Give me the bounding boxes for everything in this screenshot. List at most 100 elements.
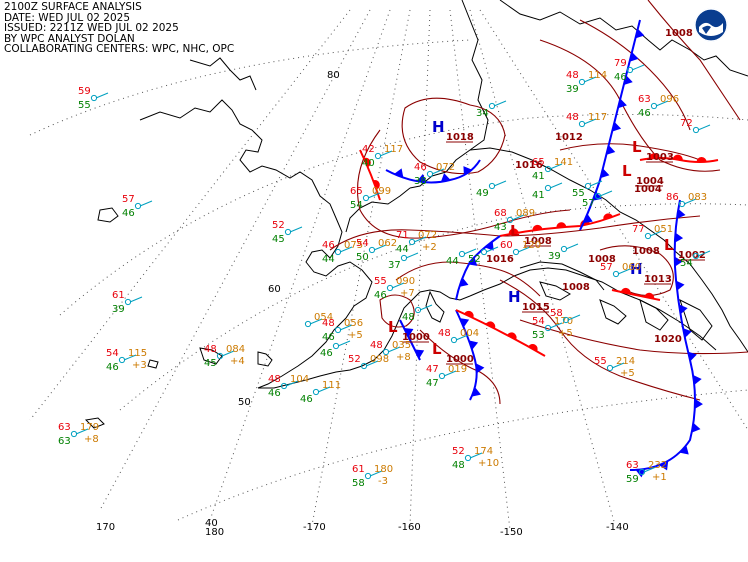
wind-barb-icon (339, 324, 353, 331)
warm-front (639, 157, 719, 163)
header-issued: ISSUED: 2211Z WED JUL 02 2025 (4, 22, 179, 34)
station-circle-icon (118, 356, 126, 364)
station-tendency: +10 (478, 458, 499, 469)
cold-front-symbol (414, 349, 425, 359)
longitude-label: -140 (606, 522, 629, 533)
station-plot: 46 38 072 (414, 162, 455, 187)
graticule-labels: 80 60 50 40 170 180 -170 -160 -150 -140 (96, 70, 629, 538)
station-plot: 55 214+5 (594, 356, 635, 379)
station-temperature: 54 (356, 238, 369, 249)
latitude-line (177, 389, 748, 521)
cold-front-symbol (468, 340, 479, 350)
coastline-segment (199, 347, 223, 365)
warm-front-symbol (672, 154, 683, 161)
latitude-label: 40 (205, 518, 218, 529)
cold-front-symbol (687, 351, 697, 362)
isobar (647, 0, 741, 121)
station-pressure: 104 (290, 374, 309, 385)
cold-front-symbol (623, 75, 633, 85)
station-tendency: +2 (422, 242, 437, 253)
wind-barb-icon (649, 230, 663, 237)
station-circle-icon (304, 320, 312, 328)
station-dewpoint: 54 (350, 200, 363, 211)
center-pressure-value: 1000 (446, 354, 474, 365)
station-plot: 58 (550, 308, 581, 324)
station-dewpoint: 46 (300, 394, 313, 405)
station-circle-icon (512, 248, 520, 256)
station-tendency: +1 (652, 472, 667, 483)
wind-barb-icon (567, 314, 581, 321)
station-dewpoint: 46 (322, 332, 335, 343)
station-temperature: 79 (614, 58, 627, 69)
station-pressure: 062 (378, 238, 397, 249)
wind-barb-icon (367, 192, 381, 199)
station-circle-icon (488, 182, 496, 190)
station-circle-icon (612, 270, 620, 278)
wind-barb-icon (469, 452, 483, 459)
wind-barb-icon (285, 380, 299, 387)
station-plot: 52 48 174+10 (452, 446, 499, 471)
station-dewpoint: 46 (268, 388, 281, 399)
pressure-centers: H1018L1008H1015L1000L1000L1004L1003H1013… (388, 118, 706, 365)
wind-barb-icon (549, 322, 563, 329)
station-circle-icon (438, 372, 446, 380)
wind-barb-icon (549, 163, 563, 170)
station-dewpoint: 43 (494, 222, 507, 233)
cold-front-symbol (691, 422, 701, 433)
latitude-label: 60 (268, 284, 281, 295)
station-temperature: 63 (58, 422, 71, 433)
wind-barb-icon (309, 318, 323, 325)
coastline-segment (469, 147, 748, 353)
wind-barb-icon (631, 64, 645, 71)
station-plot: 72 (680, 118, 711, 134)
station-dewpoint: 59 (626, 474, 639, 485)
wind-barb-icon (549, 182, 563, 189)
station-pressure: 117 (588, 112, 607, 123)
station-temperature: 61 (352, 464, 365, 475)
station-pressure: 141 (554, 157, 573, 168)
station-pressure: 075 (344, 240, 363, 251)
station-plot: 63 63 179+8 (58, 422, 99, 447)
coastline-segment (97, 207, 119, 223)
station-circle-icon (90, 94, 98, 102)
station-dewpoint: 48 (402, 312, 415, 323)
station-circle-icon (578, 78, 586, 86)
wind-barb-icon (583, 76, 597, 83)
station-temperature: 63 (626, 460, 639, 471)
coastline-segment (469, 267, 717, 351)
cold-front-symbol (674, 256, 683, 267)
coastline-segment (639, 299, 669, 331)
station-temperature: 48 (438, 328, 451, 339)
station-temperature: 65 (532, 157, 545, 168)
station-temperature: 60 (500, 240, 513, 251)
station-pressure: 035 (392, 340, 411, 351)
station-circle-icon (312, 388, 320, 396)
station-pressure: 083 (688, 192, 707, 203)
latitude-line (119, 203, 748, 411)
wind-barb-icon (95, 92, 109, 99)
station-dewpoint: 44 (322, 254, 335, 265)
high-center-symbol: H (508, 288, 521, 306)
warm-front-symbol (507, 332, 517, 340)
station-plot: 48 004 (438, 328, 479, 344)
station-circle-icon (544, 184, 552, 192)
isobar (419, 329, 501, 405)
station-temperature: 52 (348, 354, 361, 365)
station-pressure: 054 (314, 312, 333, 323)
wind-barb-icon (697, 124, 711, 131)
wind-barb-icon (391, 282, 405, 289)
station-plot: 48 45 084+4 (204, 344, 245, 369)
wind-barb-icon (289, 226, 303, 233)
station-temperature: 54 (106, 348, 119, 359)
wind-barb-icon (611, 362, 625, 369)
station-pressure: 179 (80, 422, 99, 433)
cold-front (399, 319, 421, 361)
station-plot: 65 54 099 (350, 186, 391, 211)
wind-barb-icon (511, 214, 525, 221)
station-dewpoint: 46 (638, 108, 651, 119)
station-plot: 71 44 072+2 (396, 230, 437, 255)
station-temperature: 86 (666, 192, 679, 203)
station-dewpoint: 63 (58, 436, 71, 447)
isobar-label: 1020 (654, 334, 682, 345)
